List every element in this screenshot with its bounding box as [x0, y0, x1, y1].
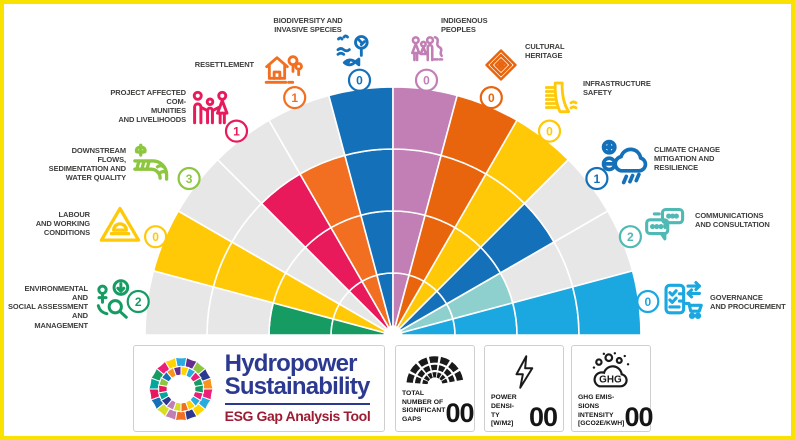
- gap-badge-environmental-social-assessment: 2: [126, 289, 150, 314]
- stat-value: 00: [528, 402, 558, 433]
- wedge-governance-procurement-ring-4: [571, 269, 642, 336]
- svg-text:0: 0: [488, 91, 495, 105]
- svg-text:2: 2: [627, 230, 634, 244]
- gap-badge-cultural-heritage: 0: [479, 85, 503, 110]
- cloud-plus-minus-icon: [599, 137, 651, 194]
- lightning-icon: [491, 350, 557, 394]
- gap-badge-governance-procurement: 0: [636, 289, 660, 314]
- gap-badge-infrastructure-safety: 0: [537, 119, 562, 143]
- category-label-resettlement: RESETTLEMENT: [194, 60, 254, 69]
- gap-badge-project-affected-communities: 1: [224, 119, 249, 143]
- ghg-cloud-icon: GHG: [578, 350, 644, 394]
- gap-badge-communications-consultation: 2: [618, 225, 643, 249]
- gap-badge-climate-change-mitigation: 1: [585, 166, 609, 191]
- gap-badge-downstream-flows-sedimentation: 3: [177, 166, 201, 191]
- svg-text:0: 0: [152, 230, 159, 244]
- svg-text:2: 2: [135, 295, 142, 309]
- gap-fan-chart: 2 0 3 1 1 0 0 0 0 1 2 0: [126, 68, 660, 340]
- svg-text:3: 3: [186, 172, 193, 186]
- logo-subtitle: ESG Gap Analysis Tool: [224, 402, 371, 424]
- svg-text:1: 1: [594, 172, 601, 186]
- fan-center: [383, 325, 403, 340]
- stat-value: 00: [624, 402, 653, 433]
- hydropower-sustainability-logo-icon: [147, 356, 214, 421]
- gap-badge-labour-working-conditions: 0: [143, 225, 168, 249]
- svg-text:1: 1: [233, 125, 240, 139]
- logo-title-line2: Sustainability: [224, 373, 371, 400]
- chat-bubbles-icon: [639, 204, 691, 253]
- stat-row: TOTAL NUMBER OF SIGNIFICANT GAPS 00: [402, 389, 474, 427]
- category-label-climate-change-mitigation: CLIMATE CHANGE MITIGATION AND RESILIENCE: [654, 145, 720, 173]
- stat-total-significant-gaps: TOTAL NUMBER OF SIGNIFICANT GAPS 00: [395, 345, 475, 432]
- stat-power-density: POWER DENSI- TY [W/M2] 00: [484, 345, 564, 432]
- gap-badge-indigenous-peoples: 0: [414, 68, 439, 92]
- svg-text:0: 0: [423, 74, 430, 88]
- stat-label: POWER DENSI- TY [W/M2]: [491, 394, 517, 428]
- svg-text:1: 1: [291, 91, 298, 105]
- gaps-fan-icon: [402, 350, 468, 390]
- hardhat-triangle-icon: [97, 202, 143, 253]
- category-label-biodiversity-invasive-species: BIODIVERSITY AND INVASIVE SPECIES: [273, 16, 343, 35]
- category-label-project-affected-communities: PROJECT AFFECTED COM- MUNITIES AND LIVEL…: [110, 88, 186, 125]
- stat-label: GHG EMIS- SIONS INTENSITY [GCO2E/KWH]: [578, 394, 625, 428]
- stat-row: GHG EMIS- SIONS INTENSITY [GCO2E/KWH] 00: [578, 394, 654, 431]
- stat-row: POWER DENSI- TY [W/M2] 00: [491, 394, 558, 433]
- stat-label: TOTAL NUMBER OF SIGNIFICANT GAPS: [402, 389, 446, 424]
- category-label-environmental-social-assessment: ENVIRONMENTAL AND SOCIAL ASSESSMENT AND …: [8, 284, 88, 330]
- gap-badge-biodiversity-invasive-species: 0: [347, 68, 372, 92]
- gap-badge-resettlement: 1: [283, 85, 307, 110]
- checklist-cart-icon: [657, 278, 707, 327]
- logo-title-line1: Hydropower: [224, 350, 358, 378]
- stat-ghg-emissions-intensity: GHG GHG EMIS- SIONS INTENSITY [GCO2E/KWH…: [571, 345, 654, 432]
- river-plant-icon: [129, 139, 176, 191]
- category-label-governance-procurement: GOVERNANCE AND PROCUREMENT: [710, 293, 786, 312]
- leaf-magnifier-icon: [92, 277, 134, 324]
- tree-fish-icon: [332, 32, 374, 77]
- category-label-labour-working-conditions: LABOUR AND WORKING CONDITIONS: [35, 210, 90, 238]
- people-river-icon: [400, 30, 454, 71]
- stat-value: 00: [445, 398, 474, 429]
- category-label-cultural-heritage: CULTURAL HERITAGE: [525, 42, 565, 61]
- tool-logo-box: Hydropower Sustainability ESG Gap Analys…: [133, 345, 385, 432]
- family-icon: [189, 86, 231, 133]
- house-trees-icon: [258, 48, 306, 93]
- dam-icon: [540, 75, 580, 125]
- svg-text:0: 0: [546, 125, 553, 139]
- svg-text:0: 0: [356, 74, 363, 88]
- svg-text:GHG: GHG: [599, 374, 622, 385]
- category-label-indigenous-peoples: INDIGENOUS PEOPLES: [441, 16, 488, 35]
- category-label-communications-consultation: COMMUNICATIONS AND CONSULTATION: [695, 211, 770, 230]
- category-label-infrastructure-safety: INFRASTRUCTURE SAFETY: [583, 79, 651, 98]
- category-label-downstream-flows-sedimentation: DOWNSTREAM FLOWS, SEDIMENTATION AND WATE…: [48, 146, 126, 183]
- woven-diamond-icon: [482, 47, 520, 88]
- svg-text:0: 0: [644, 295, 651, 309]
- tool-logo-text: Hydropower Sustainability ESG Gap Analys…: [224, 350, 371, 424]
